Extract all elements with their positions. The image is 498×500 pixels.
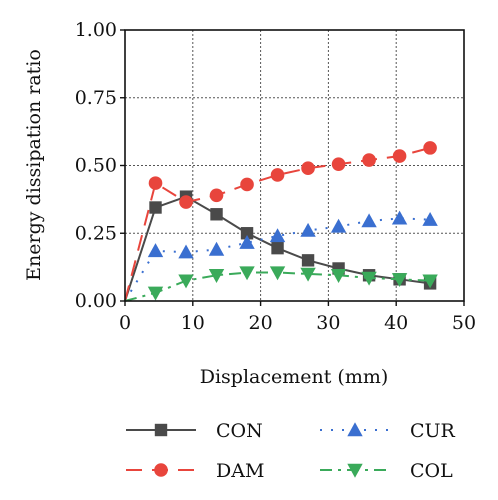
data-point-col xyxy=(422,274,438,289)
legend-marker-cur xyxy=(347,422,363,437)
data-point-col xyxy=(239,266,255,281)
series-con xyxy=(124,190,437,302)
data-point-col xyxy=(147,286,164,301)
data-point-cur xyxy=(239,235,255,249)
legend-marker-con xyxy=(154,423,168,437)
series-dam xyxy=(124,141,437,302)
x-tick-label: 0 xyxy=(119,312,131,334)
legend-marker-col xyxy=(347,463,363,478)
series-layer xyxy=(124,141,438,302)
data-point-dam xyxy=(270,168,285,182)
legend-label-col: COL xyxy=(410,460,453,482)
data-point-con xyxy=(210,208,223,221)
x-tick-label: 10 xyxy=(181,312,205,334)
data-point-col xyxy=(391,273,408,288)
data-point-dam xyxy=(240,177,254,192)
data-point-dam xyxy=(423,141,437,155)
data-point-col xyxy=(178,274,194,289)
legend-marker-dam xyxy=(154,463,168,477)
legend-item-con: CON xyxy=(126,420,263,442)
data-point-con xyxy=(149,201,162,214)
series-col xyxy=(124,266,438,302)
data-point-con xyxy=(271,241,284,255)
series-cur xyxy=(124,210,438,302)
legend: CON CUR DAM COL xyxy=(126,420,456,482)
legend-label-dam: DAM xyxy=(216,460,264,482)
data-point-dam xyxy=(148,176,163,190)
data-point-cur xyxy=(361,213,377,228)
x-axis-title: Displacement (mm) xyxy=(200,366,389,388)
grid-lines xyxy=(125,30,464,301)
x-tick-label: 40 xyxy=(384,312,408,334)
y-tick-label: 0.75 xyxy=(75,87,117,109)
data-point-con xyxy=(301,254,315,267)
data-point-cur xyxy=(330,218,347,233)
legend-label-con: CON xyxy=(216,420,263,442)
y-tick-label: 0.00 xyxy=(75,290,117,312)
x-tick-label: 30 xyxy=(316,312,340,334)
series-line-dam xyxy=(124,146,431,302)
y-tick-label: 0.25 xyxy=(75,222,117,244)
legend-item-dam: DAM xyxy=(126,460,264,482)
data-point-dam xyxy=(209,188,224,203)
y-tick-label: 0.50 xyxy=(75,155,117,177)
data-point-col xyxy=(269,266,286,281)
data-point-dam xyxy=(331,157,346,171)
data-point-cur xyxy=(147,243,164,258)
data-point-col xyxy=(208,269,225,283)
legend-item-col: COL xyxy=(320,460,453,482)
data-point-cur xyxy=(269,228,286,243)
axis-ticks: 0 10 20 30 40 50 0.00 0.25 0.50 0.75 1.00 xyxy=(75,19,476,334)
legend-item-cur: CUR xyxy=(320,420,456,442)
data-point-cur xyxy=(300,222,316,237)
data-point-cur xyxy=(208,241,225,256)
y-tick-label: 1.00 xyxy=(75,19,117,41)
data-point-cur xyxy=(391,210,408,225)
data-point-dam xyxy=(179,195,193,209)
data-point-dam xyxy=(392,149,407,163)
x-tick-label: 20 xyxy=(249,312,273,334)
data-point-dam xyxy=(301,161,315,176)
x-tick-label: 50 xyxy=(452,312,476,334)
data-point-col xyxy=(300,267,316,282)
y-axis-title: Energy dissipation ratio xyxy=(23,49,45,281)
legend-label-cur: CUR xyxy=(410,420,456,442)
data-point-cur xyxy=(178,244,194,259)
data-point-col xyxy=(361,271,377,286)
data-point-col xyxy=(330,269,347,283)
data-point-con xyxy=(240,227,254,240)
data-point-cur xyxy=(422,212,438,226)
data-point-dam xyxy=(362,153,376,167)
